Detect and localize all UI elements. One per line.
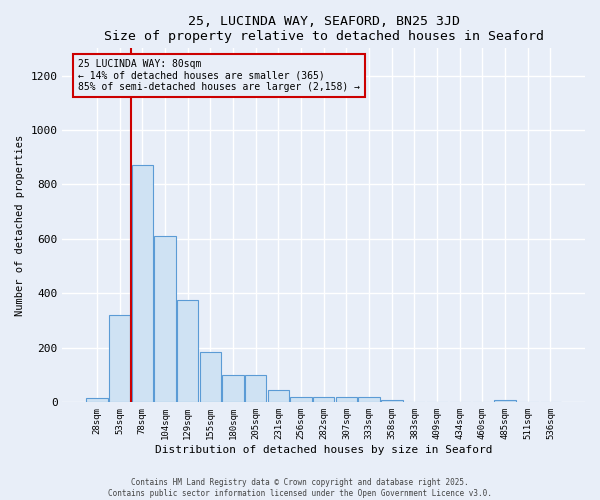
- Bar: [290, 398, 312, 402]
- Bar: [268, 390, 289, 402]
- Title: 25, LUCINDA WAY, SEAFORD, BN25 3JD
Size of property relative to detached houses : 25, LUCINDA WAY, SEAFORD, BN25 3JD Size …: [104, 15, 544, 43]
- Bar: [154, 236, 176, 402]
- Bar: [131, 166, 153, 402]
- Text: 25 LUCINDA WAY: 80sqm
← 14% of detached houses are smaller (365)
85% of semi-det: 25 LUCINDA WAY: 80sqm ← 14% of detached …: [78, 59, 360, 92]
- Bar: [200, 352, 221, 403]
- Bar: [245, 375, 266, 402]
- Bar: [358, 398, 380, 402]
- Bar: [222, 375, 244, 402]
- Bar: [313, 398, 334, 402]
- Bar: [177, 300, 199, 402]
- Bar: [335, 398, 357, 402]
- Y-axis label: Number of detached properties: Number of detached properties: [15, 134, 25, 316]
- Bar: [86, 398, 108, 402]
- X-axis label: Distribution of detached houses by size in Seaford: Distribution of detached houses by size …: [155, 445, 493, 455]
- Bar: [109, 315, 130, 402]
- Text: Contains HM Land Registry data © Crown copyright and database right 2025.
Contai: Contains HM Land Registry data © Crown c…: [108, 478, 492, 498]
- Bar: [494, 400, 516, 402]
- Bar: [381, 400, 403, 402]
